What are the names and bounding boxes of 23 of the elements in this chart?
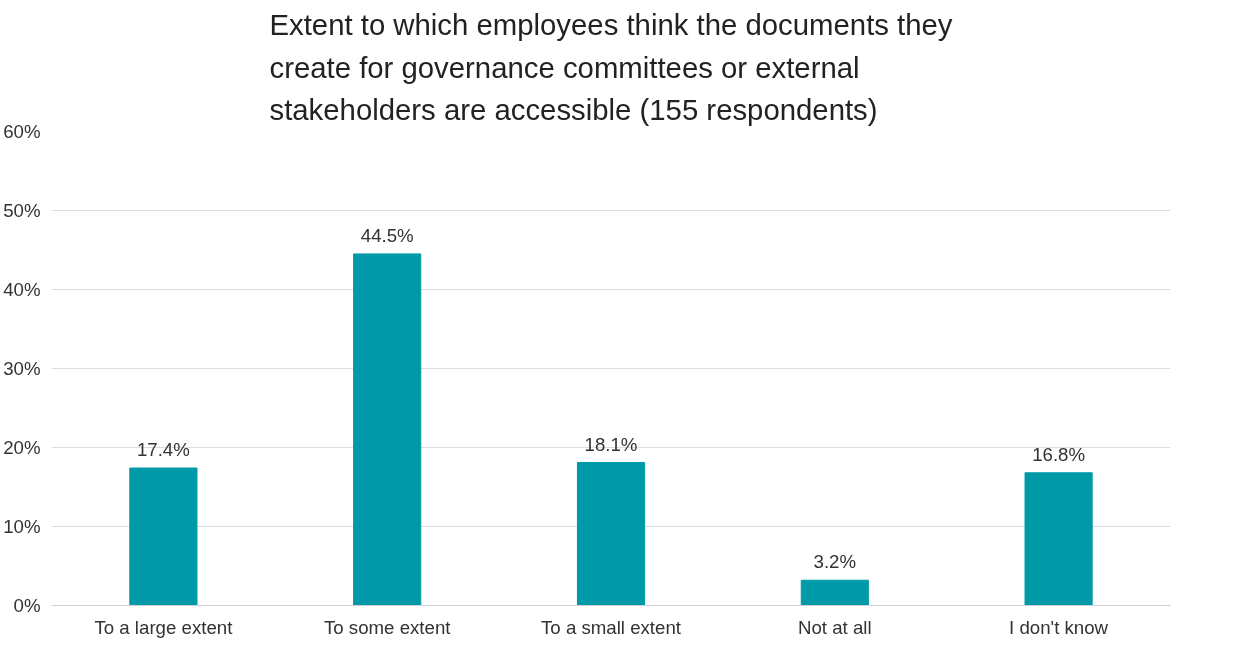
x-tick-label: To some extent [323, 616, 452, 638]
data-label: 16.8% [1032, 443, 1086, 465]
y-tick-label: 40% [3, 279, 41, 300]
y-tick-label: 50% [3, 200, 41, 221]
bar [800, 579, 869, 606]
bar [576, 462, 646, 606]
bar [129, 467, 198, 606]
data-label: 44.5% [360, 224, 414, 246]
y-tick-label: 60% [3, 121, 41, 142]
data-label: 18.1% [584, 433, 638, 455]
x-tick-label: To a large extent [94, 616, 234, 638]
data-label: 17.4% [136, 439, 190, 461]
x-tick-label: To a small extent [541, 616, 682, 638]
chart-title: Extent to which employees think the documents they create for governance committees or external stakeholders are accessible (155 respondents) [269, 7, 953, 127]
data-label: 3.2% [813, 551, 857, 573]
y-tick-label: 30% [3, 358, 41, 379]
x-tick-label: I don't know [1009, 616, 1109, 638]
bar [1024, 472, 1093, 606]
y-tick-label: 0% [13, 595, 41, 616]
y-tick-label: 10% [3, 516, 41, 537]
x-tick-label: Not at all [797, 616, 872, 638]
bar [353, 253, 422, 606]
y-tick-label: 20% [3, 437, 41, 458]
